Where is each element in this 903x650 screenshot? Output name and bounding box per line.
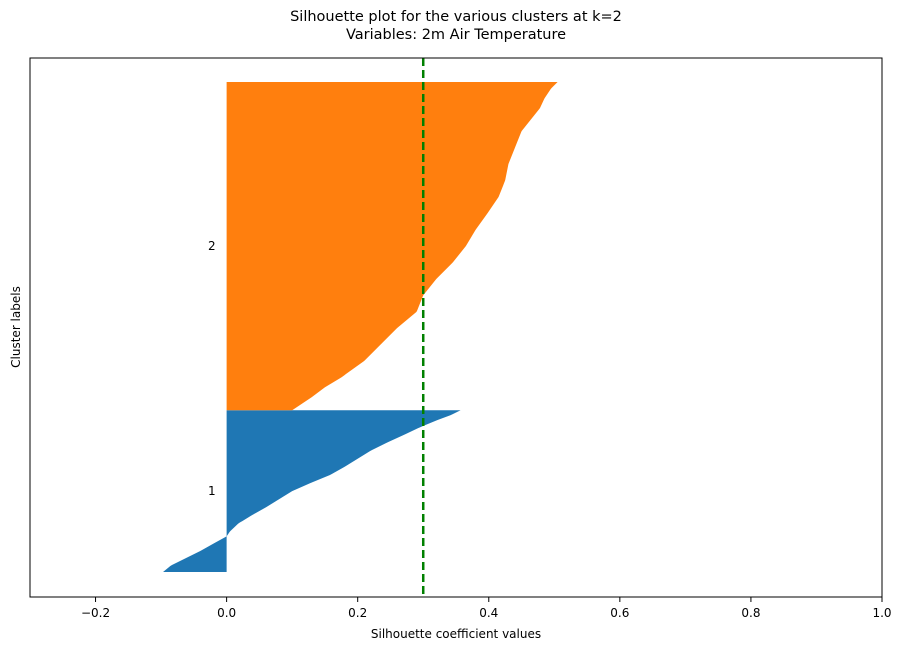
x-axis-label: Silhouette coefficient values bbox=[371, 627, 541, 641]
x-tick-label: 0.0 bbox=[217, 606, 236, 620]
x-tick-label: 0.8 bbox=[741, 606, 760, 620]
x-tick-label: −0.2 bbox=[81, 606, 110, 620]
cluster-2-silhouette bbox=[226, 82, 558, 411]
x-tick-label: 0.4 bbox=[479, 606, 498, 620]
cluster-2-label: 2 bbox=[208, 239, 216, 253]
x-tick-label: 0.6 bbox=[610, 606, 629, 620]
cluster-1-silhouette bbox=[163, 410, 461, 572]
x-tick-label: 1.0 bbox=[872, 606, 891, 620]
plot-area: 12 bbox=[163, 58, 558, 597]
chart-subtitle: Variables: 2m Air Temperature bbox=[346, 27, 566, 43]
x-axis-ticks: −0.2 0.0 0.2 0.4 0.6 0.8 1.0 bbox=[81, 597, 892, 620]
chart-title: Silhouette plot for the various clusters… bbox=[290, 9, 622, 25]
cluster-1-label: 1 bbox=[208, 484, 216, 498]
x-tick-label: 0.2 bbox=[348, 606, 367, 620]
y-axis-label: Cluster labels bbox=[9, 286, 23, 368]
axes-frame bbox=[29, 57, 883, 598]
